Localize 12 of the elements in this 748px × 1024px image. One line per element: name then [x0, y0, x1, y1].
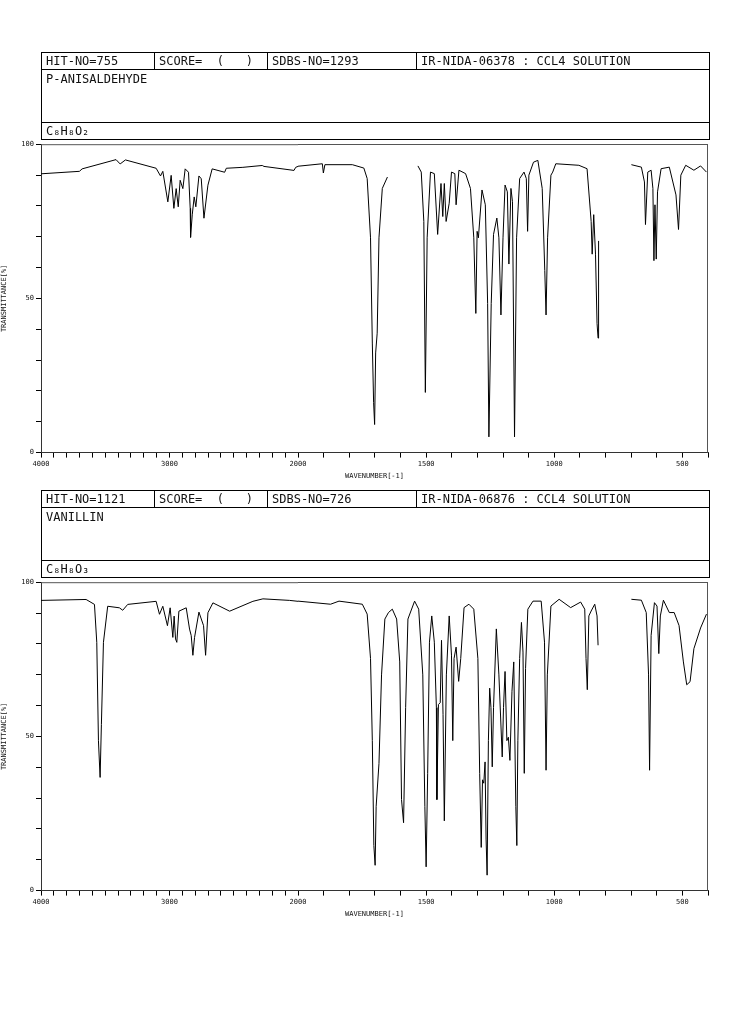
text: SDBS-NO=1293: [268, 53, 417, 69]
text: IR-NIDA-06876 : CCL4 SOLUTION: [420, 491, 632, 507]
chart-title: P-ANISALDEHYDE: [42, 70, 709, 123]
chart-title: VANILLIN: [42, 508, 709, 561]
text: HIT-NO=755: [42, 53, 155, 69]
text: IR-NIDA-06378 : CCL4 SOLUTION: [420, 53, 632, 69]
chart-subtitle: C₈H₈O₂: [45, 123, 91, 139]
text: SDBS-NO=726: [268, 491, 417, 507]
text: HIT-NO=1121: [42, 491, 155, 507]
text: SCORE= ( ): [155, 53, 268, 69]
text: SCORE= ( ): [155, 491, 268, 507]
chart-subtitle: C₈H₈O₃: [45, 561, 91, 577]
